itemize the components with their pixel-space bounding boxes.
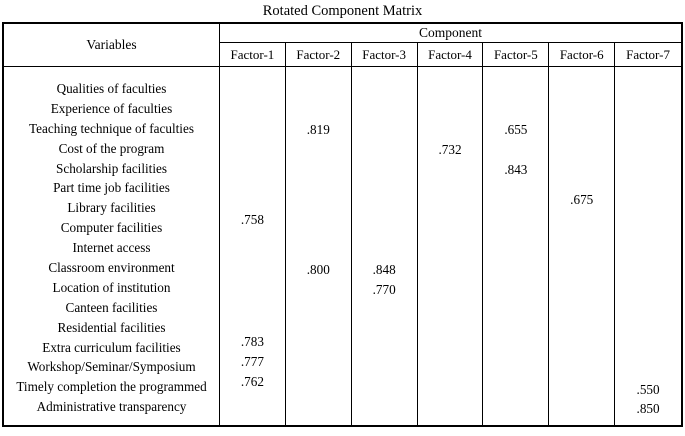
factor-loading-value: .800 (306, 262, 330, 277)
factor-loading-value: .770 (372, 282, 396, 297)
factor-6-header-cell: Factor-6 (549, 43, 616, 67)
factor-loading-value: .843 (504, 162, 528, 177)
variable-row-label: Timely completion the programmed (16, 379, 207, 395)
factor-loading-value: .675 (570, 192, 594, 207)
factor-loading-value: .758 (240, 212, 264, 227)
factor-1-header-cell: Factor-1 (220, 43, 286, 67)
variable-row-label: Classroom environment (48, 260, 175, 276)
variable-row-label: Extra curriculum facilities (42, 339, 181, 355)
variable-row-label: Internet access (72, 240, 151, 256)
factor-loading-value: .783 (240, 334, 264, 349)
variable-row-label: Canteen facilities (65, 299, 158, 315)
variable-row-label: Administrative transparency (36, 399, 187, 415)
factor-column-factor-7: .550 .850 (615, 67, 681, 425)
component-header-cell: Component (220, 24, 681, 43)
variable-row-label: Computer facilities (60, 220, 163, 236)
factor-column-factor-2: .819 .800 (286, 67, 352, 425)
factor-column-factor-4: .732 (418, 67, 484, 425)
factor-loading-value: .732 (438, 142, 462, 157)
variable-row-label: Library facilities (67, 200, 156, 216)
factor-column-factor-3: .848 .770 (352, 67, 418, 425)
variable-row-label: Experience of faculties (50, 100, 173, 116)
factor-column-factor-1: .758 .783 .777 .762 (220, 67, 286, 425)
factor-4-header-cell: Factor-4 (417, 43, 484, 67)
variable-row-label: Qualities of faculties (56, 81, 167, 96)
factor-loading-value: .655 (504, 122, 528, 137)
factor-loading-value: .848 (372, 262, 396, 277)
variable-row-label: Scholarship facilities (56, 160, 167, 176)
factor-loading-value: .850 (636, 401, 660, 416)
factor-loading-value: .819 (306, 122, 330, 137)
variable-row-label: Residential facilities (57, 319, 166, 335)
variable-row-label: Workshop/Seminar/Symposium (27, 359, 196, 375)
variables-column: Qualities of faculties Experience of fac… (4, 67, 220, 425)
factor-2-header-cell: Factor-2 (285, 43, 352, 67)
variable-row-label: Location of institution (52, 279, 171, 295)
factor-loading-value: .777 (240, 354, 264, 369)
factor-loading-value: .550 (636, 382, 660, 397)
factor-column-factor-6: .675 (549, 67, 616, 425)
factor-7-header-cell: Factor-7 (615, 43, 681, 67)
factor-loading-value: .762 (240, 374, 264, 389)
variable-row-label: Cost of the program (58, 140, 165, 156)
rotated-component-matrix-table: Variables Component Factor-1 Factor-2 Fa… (2, 22, 683, 427)
factor-5-header-cell: Factor-5 (483, 43, 550, 67)
table-title: Rotated Component Matrix (262, 3, 423, 19)
factor-column-factor-5: .655 .843 (483, 67, 550, 425)
variables-header-cell: Variables (4, 24, 220, 67)
variable-row-label: Part time job facilities (53, 180, 170, 196)
variable-row-label: Teaching technique of faculties (29, 120, 194, 136)
factor-3-header-cell: Factor-3 (351, 43, 418, 67)
